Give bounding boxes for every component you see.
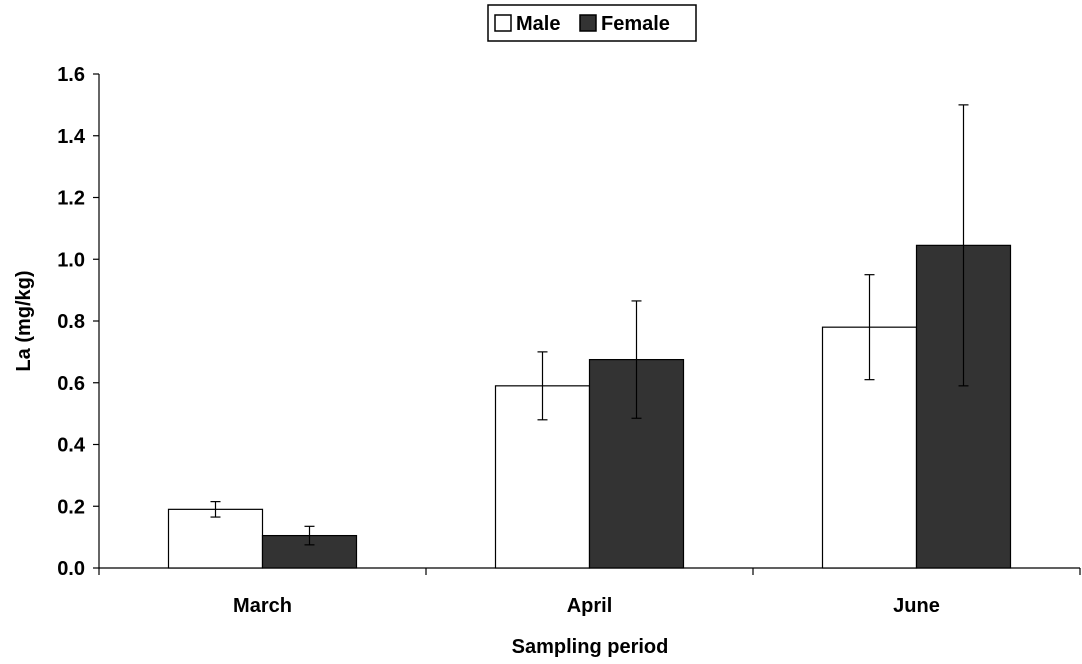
plot-area: 0.0 0.2 0.4 0.6 0.8 1.0 1.2 1.4 1.6 March April Jun… — [57, 64, 1081, 617]
y-tick-label: 0.4 — [57, 435, 86, 457]
x-axis-label: Sampling period — [512, 636, 669, 658]
legend-swatch-male — [494, 14, 512, 32]
y-tick-label: 0.0 — [57, 558, 85, 580]
legend-swatch-female — [579, 14, 597, 32]
y-tick-label: 1.6 — [57, 64, 85, 86]
y-tick-label: 1.0 — [57, 249, 85, 271]
x-tick-label: April — [567, 595, 613, 617]
x-tick-label: March — [233, 595, 292, 617]
x-tick-label: June — [893, 595, 940, 617]
legend-label-female: Female — [601, 13, 670, 35]
y-tick-label: 1.2 — [57, 188, 85, 210]
y-tick-label: 0.2 — [57, 496, 85, 518]
legend-label-male: Male — [516, 13, 560, 35]
legend: Male Female — [487, 4, 697, 42]
y-tick-label: 0.6 — [57, 373, 85, 395]
y-tick-label: 0.8 — [57, 311, 85, 333]
y-axis-label: La (mg/kg) — [13, 270, 35, 371]
bar-male — [167, 508, 264, 569]
y-tick-label: 1.4 — [57, 126, 86, 148]
